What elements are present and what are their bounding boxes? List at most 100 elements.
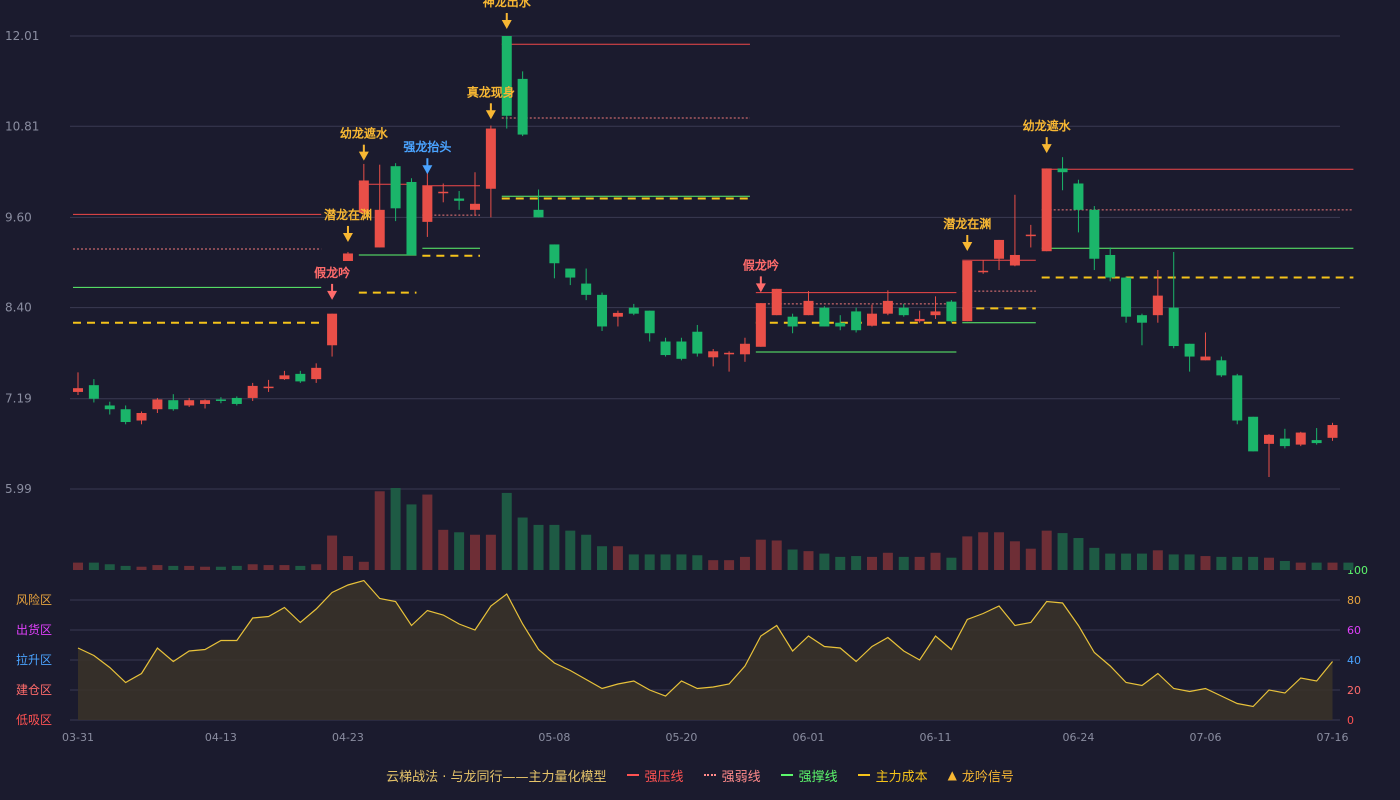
candle-body	[946, 301, 957, 322]
volume-bar	[1057, 533, 1068, 570]
signal-arrow-icon	[1041, 144, 1052, 154]
signal-arrow-icon	[501, 19, 512, 29]
legend-item-signal[interactable]: ▲ 龙吟信号	[948, 766, 1014, 785]
signal-arrow-icon	[962, 241, 973, 251]
x-tick-label: 05-20	[665, 731, 697, 744]
candle-body	[1232, 375, 1243, 421]
signal-label: 幼龙遮水	[340, 126, 389, 141]
candle-body	[1025, 234, 1036, 237]
candle-body	[787, 316, 798, 327]
candle-body	[676, 341, 687, 359]
x-tick-label: 06-24	[1062, 731, 1094, 744]
x-tick-label: 06-11	[920, 731, 952, 744]
volume-bar	[152, 565, 163, 570]
volume-bar	[438, 529, 449, 570]
volume-bar	[247, 564, 258, 570]
volume-bar	[517, 517, 528, 570]
legend-item-weak-line[interactable]: 强弱线	[703, 766, 761, 785]
candle-body	[390, 166, 401, 209]
candle-body	[724, 352, 735, 355]
volume-bar	[803, 551, 814, 570]
volume-bar	[1248, 556, 1259, 570]
volume-bar	[851, 556, 862, 570]
candle-body	[1136, 315, 1147, 323]
candle-body	[120, 409, 131, 423]
signal-label: 假龙吟	[743, 257, 779, 272]
candle-body	[597, 294, 608, 327]
y-tick-label: 7.19	[5, 392, 32, 406]
candle-body	[501, 36, 512, 116]
candle-body	[1184, 343, 1195, 357]
volume-bar	[168, 565, 179, 570]
candle-body	[73, 388, 83, 392]
volume-bar	[1105, 553, 1116, 570]
candle-body	[994, 239, 1005, 259]
candle-body	[867, 313, 877, 326]
volume-bar	[994, 532, 1005, 570]
zone-label: 拉升区	[16, 652, 52, 667]
volume-bar	[930, 552, 941, 570]
candle-body	[263, 386, 274, 389]
candle-body	[819, 307, 830, 327]
candle-body	[660, 341, 671, 356]
signal-label: 幼龙遮水	[1023, 118, 1072, 133]
candle-body	[612, 312, 623, 317]
candle-body	[406, 181, 417, 255]
volume-bar	[1264, 557, 1274, 570]
volume-bar	[1216, 556, 1227, 570]
volume-bar	[1121, 553, 1132, 570]
candle-body	[803, 300, 814, 316]
legend-dashed-line-icon	[857, 774, 870, 776]
signal-arrow-icon	[422, 165, 433, 175]
candle-body	[327, 313, 338, 346]
volume-bar	[1343, 562, 1354, 570]
candle-body	[1009, 254, 1020, 266]
volume-bar	[1311, 562, 1322, 570]
legend-label: 主力成本	[875, 769, 928, 785]
volume-bar	[882, 552, 893, 570]
x-tick-label: 07-06	[1189, 731, 1221, 744]
signal-arrow-icon	[755, 283, 766, 293]
signal-label: 强龙抬头	[403, 139, 451, 154]
candle-body	[739, 343, 750, 355]
volume-bar	[819, 553, 830, 570]
zone-label: 建仓区	[16, 683, 52, 697]
candle-body	[152, 399, 163, 410]
candle-body	[1248, 416, 1259, 452]
candle-body	[1152, 295, 1163, 316]
volume-bar	[692, 555, 703, 570]
legend-item-strong-resist[interactable]: 强压线	[626, 766, 684, 785]
candle-body	[692, 331, 703, 354]
candle-body	[962, 260, 973, 322]
y-tick-label: 12.01	[5, 29, 39, 43]
candle-body	[930, 311, 941, 316]
candle-body	[168, 400, 179, 410]
signal-label: 神龙出水	[483, 0, 532, 9]
volume-bar	[342, 556, 353, 570]
volume-bar	[1295, 562, 1306, 570]
volume-bar	[422, 494, 433, 570]
candle-body	[1279, 438, 1290, 447]
signal-arrow-icon	[485, 110, 496, 120]
candle-body	[485, 128, 496, 189]
signal-label: 潜龙在渊	[324, 207, 372, 222]
volume-bar	[88, 562, 99, 570]
indicator-axis-label: 20	[1347, 684, 1361, 697]
zone-label: 低吸区	[16, 713, 52, 727]
volume-bar	[390, 488, 401, 570]
legend-item-support[interactable]: 强撑线	[780, 766, 838, 785]
volume-bar	[184, 565, 195, 570]
volume-bar	[676, 554, 687, 570]
volume-bar	[501, 492, 512, 570]
indicator-axis-label: 60	[1347, 624, 1361, 637]
volume-bar	[1232, 556, 1243, 570]
volume-bar	[136, 566, 147, 570]
volume-bar	[263, 565, 274, 570]
candle-body	[1327, 425, 1338, 438]
volume-bar	[1200, 556, 1211, 570]
legend-item-cost[interactable]: 主力成本	[857, 766, 928, 785]
volume-bar	[374, 491, 385, 570]
candle-body	[882, 300, 893, 314]
volume-bar	[581, 534, 592, 570]
